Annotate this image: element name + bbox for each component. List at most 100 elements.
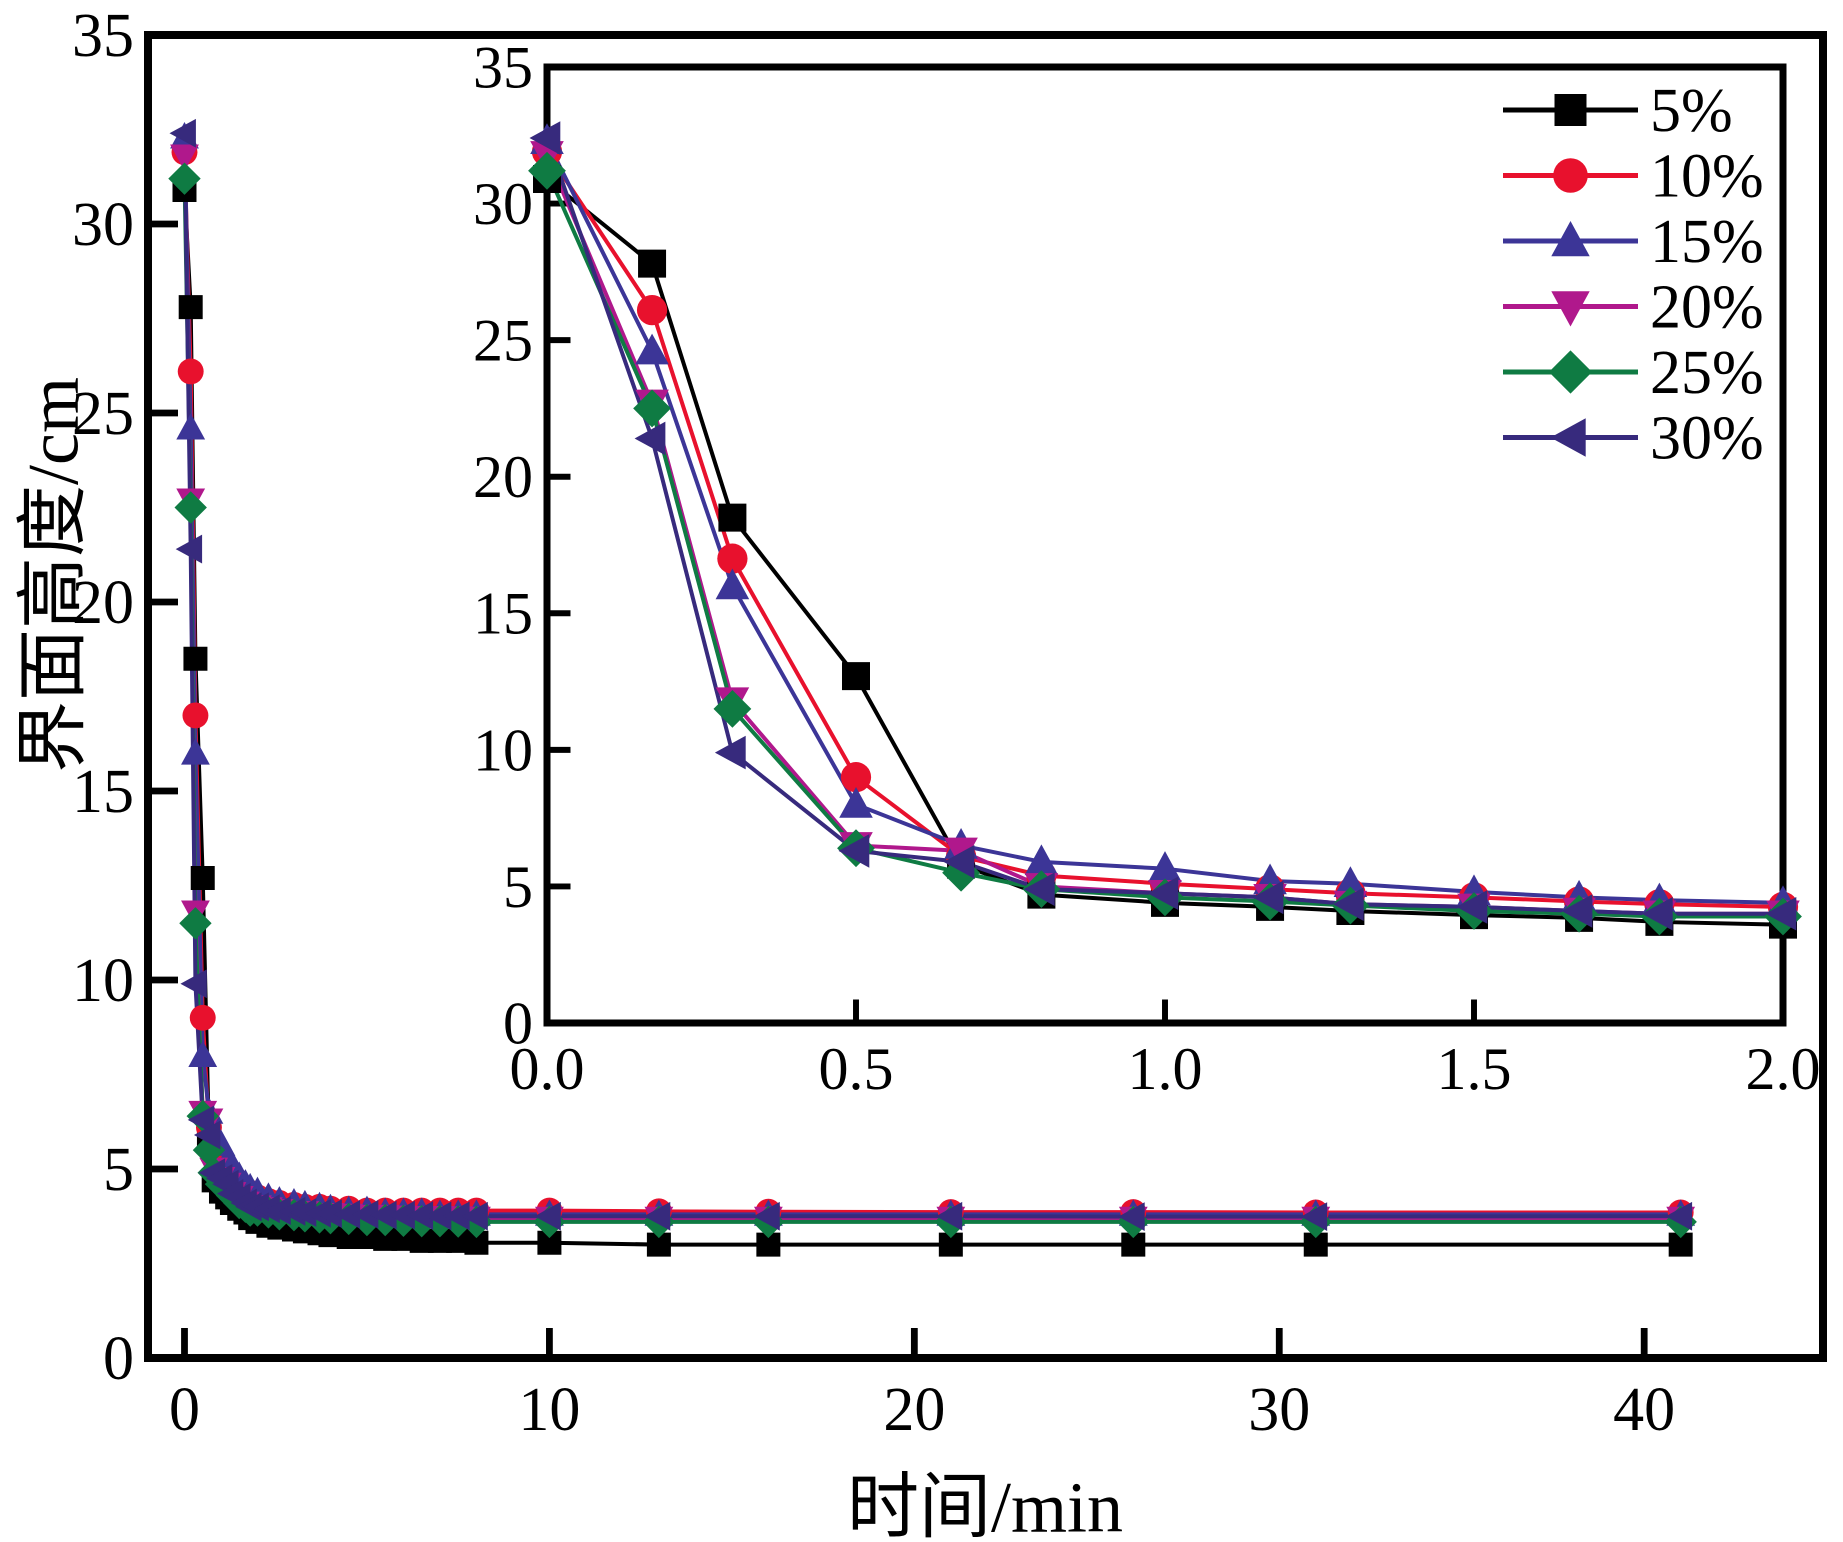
- main-marker-30%: [406, 1201, 434, 1230]
- main-marker-30%: [175, 534, 203, 564]
- main-marker-30%: [253, 1194, 280, 1224]
- main-x-tick-label: 40: [1613, 1376, 1675, 1444]
- inset-x-tick-label: 0.5: [819, 1036, 894, 1102]
- inset-marker-15%: [715, 568, 750, 600]
- main-marker-30%: [461, 1201, 488, 1231]
- legend-label-20%: 20%: [1650, 274, 1764, 342]
- main-marker-5%: [1121, 1232, 1146, 1257]
- legend-marker-30%: [1550, 418, 1586, 457]
- inset-marker-30%: [1561, 894, 1593, 928]
- main-marker-30%: [264, 1196, 291, 1225]
- main-marker-5%: [756, 1232, 781, 1257]
- main-marker-30%: [388, 1200, 415, 1230]
- main-marker-5%: [938, 1232, 963, 1257]
- main-marker-30%: [424, 1201, 452, 1231]
- inset-marker-30%: [1332, 887, 1364, 921]
- inset-y-tick-label: 30: [473, 171, 533, 237]
- inset-marker-30%: [1023, 872, 1055, 906]
- main-marker-5%: [318, 1223, 343, 1248]
- main-marker-30%: [1665, 1201, 1693, 1231]
- inset-marker-30%: [1765, 896, 1797, 931]
- main-marker-5%: [409, 1228, 434, 1253]
- main-marker-30%: [193, 1120, 221, 1150]
- inset-y-tick-label: 15: [473, 581, 533, 647]
- main-marker-5%: [178, 295, 203, 320]
- inset-marker-5%: [718, 503, 747, 532]
- main-marker-30%: [180, 969, 207, 999]
- inset-marker-25%: [713, 689, 752, 728]
- inset-y-tick-label: 0: [503, 990, 533, 1056]
- legend-label-30%: 30%: [1650, 405, 1764, 473]
- main-marker-25%: [168, 162, 201, 195]
- main-marker-20%: [170, 144, 199, 171]
- main-marker-25%: [179, 907, 212, 940]
- main-marker-5%: [336, 1225, 361, 1250]
- main-marker-25%: [174, 491, 207, 524]
- main-marker-30%: [1300, 1202, 1328, 1232]
- inset-marker-5%: [638, 249, 667, 278]
- main-marker-30%: [753, 1201, 780, 1231]
- main-marker-5%: [190, 865, 215, 890]
- main-marker-30%: [187, 1105, 215, 1135]
- inset-marker-10%: [636, 294, 668, 326]
- main-marker-30%: [351, 1199, 379, 1229]
- legend-marker-10%: [1553, 158, 1588, 193]
- inset-marker-30%: [838, 834, 870, 868]
- main-marker-5%: [427, 1228, 452, 1253]
- main-marker-30%: [643, 1201, 671, 1231]
- main-y-tick-label: 25: [72, 380, 134, 448]
- main-marker-5%: [373, 1226, 398, 1251]
- inset-marker-30%: [634, 421, 666, 456]
- legend-marker-20%: [1551, 291, 1590, 327]
- inset-marker-10%: [717, 543, 748, 574]
- main-marker-30%: [443, 1201, 470, 1231]
- main-marker-30%: [1118, 1202, 1145, 1232]
- main-y-tick-label: 5: [103, 1136, 134, 1204]
- inset-marker-30%: [1147, 876, 1179, 911]
- inset-marker-15%: [635, 333, 669, 365]
- legend-label-25%: 25%: [1650, 339, 1764, 407]
- inset-marker-30%: [1252, 880, 1284, 915]
- inset-y-tick-label: 25: [473, 308, 533, 374]
- main-x-tick-label: 10: [518, 1376, 580, 1444]
- main-marker-15%: [181, 738, 210, 765]
- main-axes-box: [144, 31, 1827, 1362]
- main-marker-30%: [370, 1200, 397, 1230]
- inset-marker-15%: [1148, 851, 1182, 882]
- inset-marker-5%: [842, 662, 870, 691]
- inset-y-tick-label: 20: [473, 444, 533, 510]
- main-marker-10%: [182, 702, 209, 729]
- inset-marker-25%: [633, 389, 671, 428]
- main-marker-5%: [183, 646, 208, 671]
- main-marker-5%: [646, 1232, 671, 1257]
- inset-line-20%: [545, 153, 1783, 916]
- main-y-tick-label: 0: [103, 1325, 134, 1393]
- inset-marker-15%: [839, 786, 873, 818]
- inset-marker-30%: [529, 121, 561, 155]
- legend-marker-5%: [1554, 94, 1587, 126]
- x-axis-label: 时间/min: [846, 1467, 1124, 1542]
- main-y-tick-label: 35: [72, 2, 134, 70]
- main-marker-30%: [935, 1201, 963, 1231]
- main-marker-5%: [537, 1230, 562, 1255]
- main-marker-5%: [1303, 1232, 1328, 1257]
- inset-y-tick-label: 35: [473, 34, 533, 100]
- y-axis-label: 界面高度/cm: [13, 377, 94, 773]
- main-marker-30%: [534, 1201, 561, 1231]
- legend-marker-25%: [1548, 350, 1593, 394]
- inset-y-tick-label: 5: [503, 854, 533, 920]
- main-marker-5%: [354, 1225, 379, 1250]
- main-marker-15%: [176, 413, 206, 440]
- main-marker-30%: [333, 1199, 361, 1229]
- main-marker-5%: [1668, 1232, 1693, 1257]
- inset-axes-box: [543, 63, 1787, 1027]
- main-marker-10%: [189, 1004, 216, 1031]
- main-marker-5%: [391, 1226, 416, 1251]
- main-y-tick-label: 10: [72, 947, 134, 1015]
- inset-marker-10%: [840, 762, 872, 793]
- inset-x-tick-label: 1.5: [1437, 1036, 1512, 1102]
- legend-label-10%: 10%: [1650, 143, 1764, 211]
- main-marker-5%: [464, 1230, 489, 1255]
